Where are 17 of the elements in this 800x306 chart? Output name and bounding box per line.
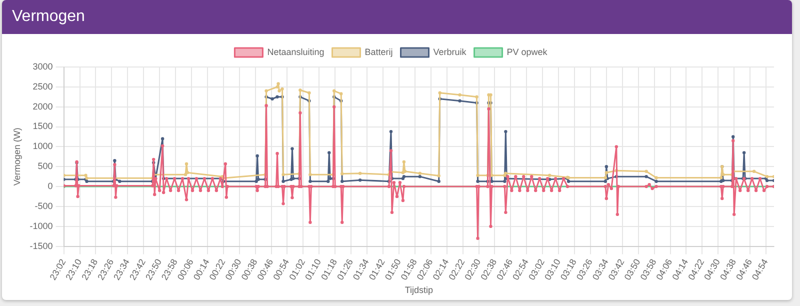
y-tick-label: 2500 xyxy=(32,81,53,92)
y-tick-label: -500 xyxy=(34,200,53,211)
y-tick-label: -1000 xyxy=(30,220,53,231)
y-tick-label: 1000 xyxy=(32,141,53,152)
x-axis-title: Tijdstip xyxy=(404,285,434,296)
y-tick-label: -1500 xyxy=(30,240,53,251)
y-tick-label: 2000 xyxy=(32,101,53,112)
y-tick-label: 1500 xyxy=(32,121,53,132)
y-tick-label: 3000 xyxy=(32,61,53,72)
chart-title: Vermogen xyxy=(2,0,792,34)
legend-label: Batterij xyxy=(364,46,393,57)
y-tick-label: 500 xyxy=(38,161,53,172)
y-axis-title: Vermogen (W) xyxy=(12,128,22,186)
legend-label: PV opwek xyxy=(506,46,548,57)
y-tick-label: 0 xyxy=(48,181,53,192)
legend-label: Verbruik xyxy=(433,46,467,57)
legend-label: Netaansluiting xyxy=(267,46,324,57)
